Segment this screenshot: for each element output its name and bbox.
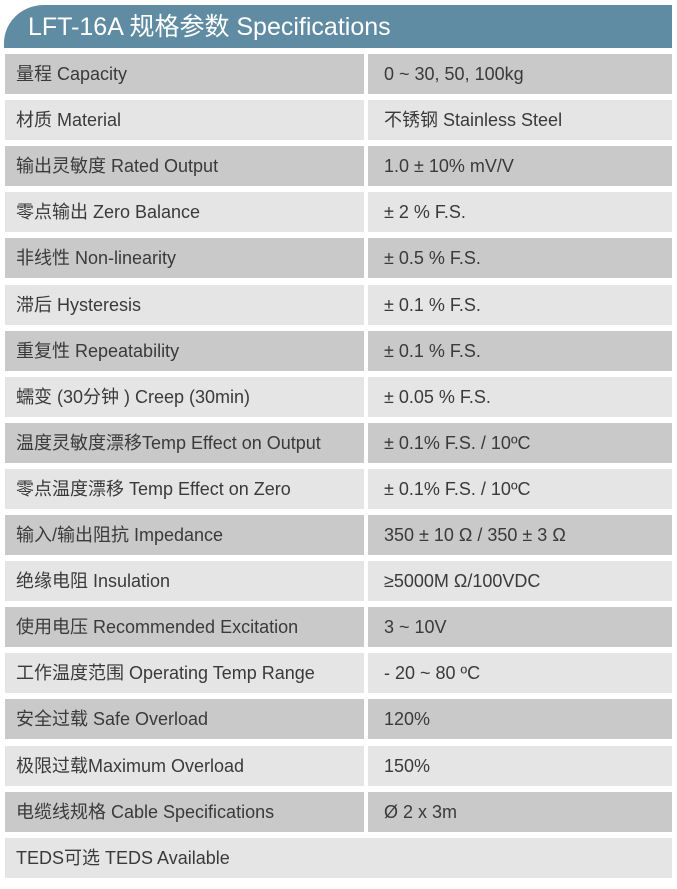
spec-value: ± 0.5 % F.S. [368,238,672,279]
spec-label: 极限过载Maximum Overload [5,745,364,786]
spec-label: 工作温度范围 Operating Temp Range [5,653,364,694]
spec-label: 温度灵敏度漂移Temp Effect on Output [5,422,364,463]
spec-label: 量程 Capacity [5,54,364,94]
spec-value: 3 ~ 10V [368,607,672,648]
spec-label: 使用电压 Recommended Excitation [5,607,364,648]
spec-row: 输出灵敏度 Rated Output 1.0 ± 10% mV/V [5,146,672,187]
spec-row: 温度灵敏度漂移Temp Effect on Output ± 0.1% F.S. … [5,422,672,463]
spec-label: 输入/输出阻抗 Impedance [5,515,364,555]
spec-value: 350 ± 10 Ω / 350 ± 3 Ω [368,515,672,555]
spec-title: LFT-16A 规格参数 Specifications [4,5,672,48]
spec-value: ≥5000M Ω/100VDC [368,561,672,602]
spec-value: ± 0.1 % F.S. [368,330,672,371]
spec-row: 电缆线规格 Cable Specifications Ø 2 x 3m [5,791,672,832]
spec-value: ± 0.1 % F.S. [368,284,672,325]
spec-label: 重复性 Repeatability [5,330,364,371]
spec-row: 极限过载Maximum Overload 150% [5,745,672,786]
spec-label: 零点温度漂移 Temp Effect on Zero [5,468,364,509]
spec-value: 150% [368,745,672,786]
spec-label: 材质 Material [5,100,364,141]
spec-label: 非线性 Non-linearity [5,238,364,279]
spec-row: 滞后 Hysteresis ± 0.1 % F.S. [5,284,672,325]
spec-value: ± 0.05 % F.S. [368,376,672,417]
spec-row: 工作温度范围 Operating Temp Range - 20 ~ 80 ºC [5,653,672,694]
spec-label: 安全过载 Safe Overload [5,699,364,740]
spec-row: 安全过载 Safe Overload 120% [5,699,672,740]
spec-row: 量程 Capacity 0 ~ 30, 50, 100kg [5,54,672,94]
spec-row: 零点温度漂移 Temp Effect on Zero ± 0.1% F.S. / … [5,468,672,509]
spec-label: 输出灵敏度 Rated Output [5,146,364,187]
spec-value: 1.0 ± 10% mV/V [368,146,672,187]
spec-value: ± 0.1% F.S. / 10ºC [368,422,672,463]
spec-label: TEDS可选 TEDS Available [5,837,672,878]
spec-value: 120% [368,699,672,740]
spec-label: 绝缘电阻 Insulation [5,561,364,602]
spec-label: 滞后 Hysteresis [5,284,364,325]
spec-value: 不锈钢 Stainless Steel [368,100,672,141]
spec-row-teds: TEDS可选 TEDS Available [5,837,672,878]
spec-row: 使用电压 Recommended Excitation 3 ~ 10V [5,607,672,648]
spec-label: 电缆线规格 Cable Specifications [5,791,364,832]
spec-row: 重复性 Repeatability ± 0.1 % F.S. [5,330,672,371]
spec-row: 零点输出 Zero Balance ± 2 % F.S. [5,192,672,233]
spec-value: Ø 2 x 3m [368,791,672,832]
spec-row: 蠕变 (30分钟 ) Creep (30min) ± 0.05 % F.S. [5,376,672,417]
spec-label: 零点输出 Zero Balance [5,192,364,233]
spec-value: ± 2 % F.S. [368,192,672,233]
spec-value: - 20 ~ 80 ºC [368,653,672,694]
spec-value: 0 ~ 30, 50, 100kg [368,54,672,94]
spec-row: 输入/输出阻抗 Impedance 350 ± 10 Ω / 350 ± 3 Ω [5,515,672,555]
spec-value: ± 0.1% F.S. / 10ºC [368,468,672,509]
spec-row: 材质 Material 不锈钢 Stainless Steel [5,100,672,141]
spec-row: 非线性 Non-linearity ± 0.5 % F.S. [5,238,672,279]
spec-label: 蠕变 (30分钟 ) Creep (30min) [5,376,364,417]
spec-row: 绝缘电阻 Insulation ≥5000M Ω/100VDC [5,561,672,602]
